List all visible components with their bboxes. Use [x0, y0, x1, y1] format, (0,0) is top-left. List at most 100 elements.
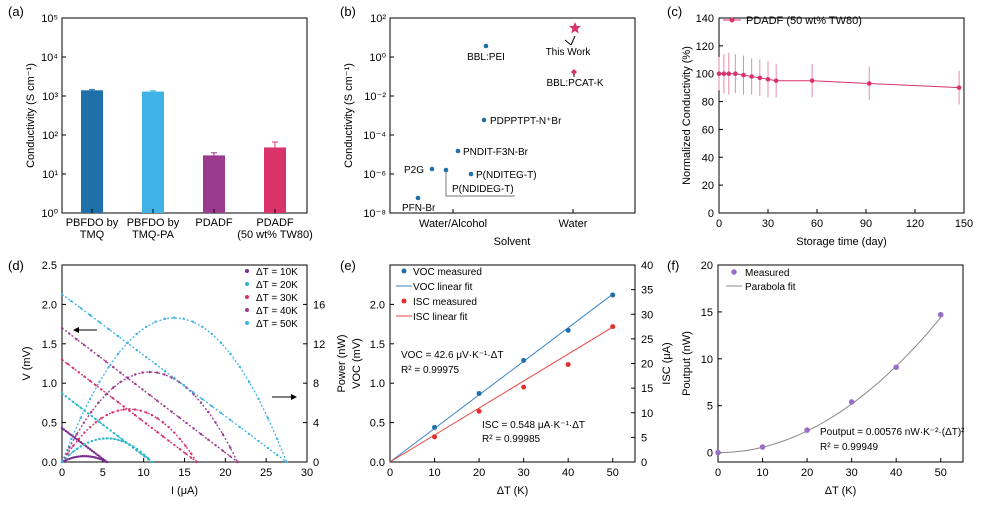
data-point: [247, 380, 251, 384]
data-point: [139, 409, 142, 412]
data-point: [135, 449, 139, 452]
data-point: [128, 443, 131, 446]
fit-equation: VOC = 42.6 μV·K⁻¹·ΔT: [401, 350, 503, 361]
power-curve: [61, 437, 153, 463]
x-tick-label: 90: [860, 218, 872, 230]
data-point: [266, 446, 270, 450]
data-point: [145, 422, 148, 425]
data-point: [83, 375, 86, 378]
data-point: [716, 71, 722, 77]
data-point: [773, 78, 779, 83]
data-point: [60, 392, 64, 395]
point-label: BBL:PEI: [467, 52, 505, 63]
y2-tick-label: 30: [641, 309, 653, 321]
x-axis-label: ΔT (K): [497, 485, 529, 497]
bar: [203, 155, 225, 213]
y-axis-label: Normalized Conductivity (%): [681, 46, 693, 185]
data-point: [85, 445, 88, 448]
y2-tick-label: 8: [313, 378, 319, 390]
data-point: [104, 393, 108, 396]
data-point: [257, 397, 260, 401]
data-point: [87, 412, 90, 415]
y-tick-label: 5: [707, 401, 713, 413]
x-tick-label: 150: [955, 218, 973, 230]
data-point: [87, 441, 90, 444]
fit-equation: Poutput = 0.00576 nW·K⁻²·(ΔT)²: [820, 427, 965, 438]
data-point: [94, 456, 97, 459]
data-point: [173, 431, 176, 434]
point-label: P(NDITEG-T): [476, 170, 537, 181]
y2-axis-label: ISC (μA): [661, 342, 673, 384]
x-tick-label: TMQ-PA: [132, 229, 175, 241]
data-point: [72, 366, 75, 370]
data-point: [88, 448, 92, 451]
y-tick-label: 10³: [42, 91, 58, 103]
legend-marker: [245, 321, 249, 325]
data-point: [182, 317, 185, 320]
y-tick-label: 0: [707, 448, 713, 460]
point-label: PFN-Br: [402, 203, 436, 214]
data-point: [757, 75, 763, 81]
y-axis-label: Conductivity (S cm⁻¹): [25, 63, 37, 168]
panel-f: (f) 0 5 10 15 20 0 10 20 30 40 50 Poutput (nW) ΔT (K)…: [667, 258, 965, 497]
data-point: [481, 117, 487, 123]
data-point: [98, 320, 101, 324]
x-tick-label: 120: [906, 218, 924, 230]
data-point: [109, 429, 112, 432]
legend-label: VOC linear fit: [413, 282, 473, 293]
data-point: [81, 442, 84, 445]
data-point: [146, 457, 150, 460]
data-point: [285, 460, 288, 464]
y-tick-label: 80: [702, 97, 714, 109]
data-point: [81, 455, 84, 458]
data-point: [184, 444, 187, 448]
data-point: [68, 432, 71, 435]
data-point: [66, 458, 69, 461]
data-point: [94, 417, 97, 421]
legend-label: ISC linear fit: [413, 312, 468, 323]
legend-marker: [731, 269, 737, 275]
data-point: [94, 452, 97, 455]
data-point: [107, 327, 110, 331]
y-axis-label: Poutput (nW): [681, 331, 693, 396]
data-point: [276, 453, 279, 457]
data-point: [154, 362, 157, 366]
legend-label: Parabola fit: [745, 282, 796, 293]
left-arrow-head: [73, 327, 79, 333]
data-point: [88, 397, 92, 401]
panel-label: (f): [667, 258, 679, 273]
x-tick-label: 50: [607, 467, 619, 479]
data-point: [60, 292, 64, 296]
x-tick-label: PDADF: [256, 217, 294, 229]
data-point: [455, 148, 461, 154]
isc-point: [476, 408, 482, 414]
data-point: [150, 426, 154, 430]
y-tick-label: 15: [701, 307, 713, 319]
legend-marker: [245, 269, 249, 273]
x-axis-label: Solvent: [494, 236, 531, 248]
data-point: [90, 415, 94, 418]
voc-fit-line: [389, 293, 614, 463]
x-axis-label: ΔT (K): [825, 485, 857, 497]
r-squared: R² = 0.99949: [820, 442, 879, 453]
panel-d: (d) 0.0 0.5 1.0 1.5 2.0 2.5 0 4 8 12 16 0 5 10 15 20 25 30…: [8, 258, 348, 497]
legend-label: ΔT = 30K: [256, 293, 298, 304]
data-point: [92, 450, 96, 454]
data-point: [145, 325, 148, 328]
data-point: [214, 444, 217, 447]
data-point: [85, 455, 88, 458]
panel-label: (d): [8, 258, 24, 273]
data-point: [207, 410, 210, 414]
voc-point: [521, 357, 527, 363]
data-point: [97, 354, 100, 358]
data-point: [257, 439, 260, 443]
data-point: [139, 452, 142, 455]
y-axis-label: Conductivity (S cm⁻¹): [343, 63, 355, 168]
data-point: [77, 439, 81, 443]
legend-marker: [401, 298, 407, 304]
data-point: [75, 433, 78, 436]
legend-marker: [245, 308, 249, 312]
legend-label: VOC measured: [413, 267, 482, 278]
data-point: [83, 431, 86, 434]
data-point: [105, 460, 109, 464]
